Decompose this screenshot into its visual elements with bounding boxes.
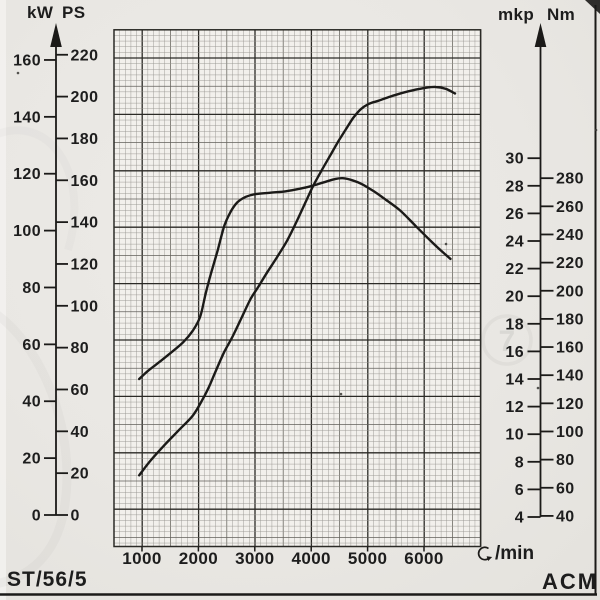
mkp-tick-label-10: 10 bbox=[505, 427, 524, 444]
kw-tick-label-100: 100 bbox=[13, 223, 41, 240]
ps-tick-label-160: 160 bbox=[71, 173, 99, 190]
nm-tick-label-180: 180 bbox=[556, 311, 584, 328]
mkp-tick-label-20: 20 bbox=[505, 289, 524, 306]
rotation-arrow-icon bbox=[477, 546, 493, 561]
ps-tick-label-60: 60 bbox=[71, 382, 90, 399]
mkp-tick-label-4: 4 bbox=[515, 510, 524, 527]
nm-tick-label-280: 280 bbox=[556, 171, 584, 188]
curves bbox=[138, 85, 457, 477]
nm-tick-label-200: 200 bbox=[556, 283, 584, 300]
nm-tick-label-40: 40 bbox=[556, 508, 575, 525]
nm-tick-label-220: 220 bbox=[556, 255, 584, 272]
ps-tick-label-120: 120 bbox=[71, 256, 99, 273]
mkp-tick-label-30: 30 bbox=[505, 151, 524, 168]
x-axis-rpm: 1000 2000 3000 4000 5000 6000 bbox=[122, 546, 443, 568]
mkp-tick-label-28: 28 bbox=[505, 178, 524, 195]
ps-tick-label-180: 180 bbox=[71, 131, 99, 148]
nm-tick-label-120: 120 bbox=[556, 396, 584, 413]
kw-tick-label-120: 120 bbox=[13, 166, 41, 183]
kw-tick-label-60: 60 bbox=[22, 337, 41, 354]
rpm-tick-label-4000: 4000 bbox=[291, 549, 330, 568]
mkp-tick-label-12: 12 bbox=[505, 399, 524, 416]
ps-tick-label-0: 0 bbox=[71, 508, 80, 525]
ps-tick-label-40: 40 bbox=[71, 424, 90, 441]
nm-tick-label-240: 240 bbox=[556, 227, 584, 244]
svg-text:7: 7 bbox=[498, 325, 515, 358]
kw-tick-label-40: 40 bbox=[22, 394, 41, 411]
rpm-tick-label-1000: 1000 bbox=[122, 549, 161, 568]
mkp-tick-label-24: 24 bbox=[505, 234, 524, 251]
rpm-tick-label-6000: 6000 bbox=[404, 549, 443, 568]
mkp-tick-label-16: 16 bbox=[505, 344, 524, 361]
mkp-tick-label-6: 6 bbox=[515, 482, 524, 499]
rpm-tick-label-5000: 5000 bbox=[348, 549, 387, 568]
kw-tick-label-20: 20 bbox=[22, 451, 41, 468]
right-axis-unit-nm: Nm bbox=[547, 5, 576, 24]
rpm-unit-text: /min bbox=[495, 543, 535, 564]
nm-tick-label-140: 140 bbox=[556, 368, 584, 385]
ps-tick-label-20: 20 bbox=[71, 466, 90, 483]
nm-tick-label-60: 60 bbox=[556, 480, 575, 497]
power-curve bbox=[138, 85, 457, 477]
kw-tick-label-160: 160 bbox=[13, 52, 41, 69]
page-bleed-ghosts: 7 bbox=[0, 126, 533, 588]
right-axis-unit-mkp: mkp bbox=[498, 5, 535, 24]
nm-tick-label-80: 80 bbox=[556, 452, 575, 469]
left-axis-unit-ps: PS bbox=[62, 3, 86, 22]
mkp-tick-label-22: 22 bbox=[505, 261, 524, 278]
mkp-tick-label-8: 8 bbox=[515, 454, 524, 471]
mkp-tick-label-18: 18 bbox=[505, 316, 524, 333]
rpm-tick-label-2000: 2000 bbox=[179, 549, 218, 568]
ps-tick-label-140: 140 bbox=[71, 215, 99, 232]
footer-acm: ACM bbox=[542, 569, 599, 594]
ps-tick-label-100: 100 bbox=[71, 298, 99, 315]
nm-tick-label-260: 260 bbox=[556, 199, 584, 216]
rpm-unit-label: /min bbox=[474, 543, 534, 565]
kw-tick-label-140: 140 bbox=[13, 109, 41, 126]
nm-tick-label-160: 160 bbox=[556, 340, 584, 357]
rpm-tick-label-3000: 3000 bbox=[235, 549, 274, 568]
kw-tick-label-80: 80 bbox=[22, 280, 41, 297]
nm-tick-label-100: 100 bbox=[556, 424, 584, 441]
ps-tick-label-220: 220 bbox=[71, 47, 99, 64]
mkp-tick-label-14: 14 bbox=[505, 372, 524, 389]
left-axis-unit-kw: kW bbox=[27, 3, 54, 22]
kw-tick-label-0: 0 bbox=[32, 508, 41, 525]
mkp-tick-label-26: 26 bbox=[505, 206, 524, 223]
footer-doc-code: ST/56/5 bbox=[7, 568, 88, 591]
torque-curve bbox=[138, 176, 452, 381]
left-axis-kw-ps: 0 20 40 60 80 100 120 140 160 0 20 40 60 80 100 120 140 1… bbox=[13, 23, 98, 525]
right-axis-mkp-nm: 4 6 8 10 12 14 16 18 20 22 24 26 28 30 40 60 80 100 120 140… bbox=[505, 23, 584, 527]
ps-tick-label-80: 80 bbox=[71, 340, 90, 357]
graph-paper-grid bbox=[113, 29, 482, 548]
ps-tick-label-200: 200 bbox=[71, 89, 99, 106]
